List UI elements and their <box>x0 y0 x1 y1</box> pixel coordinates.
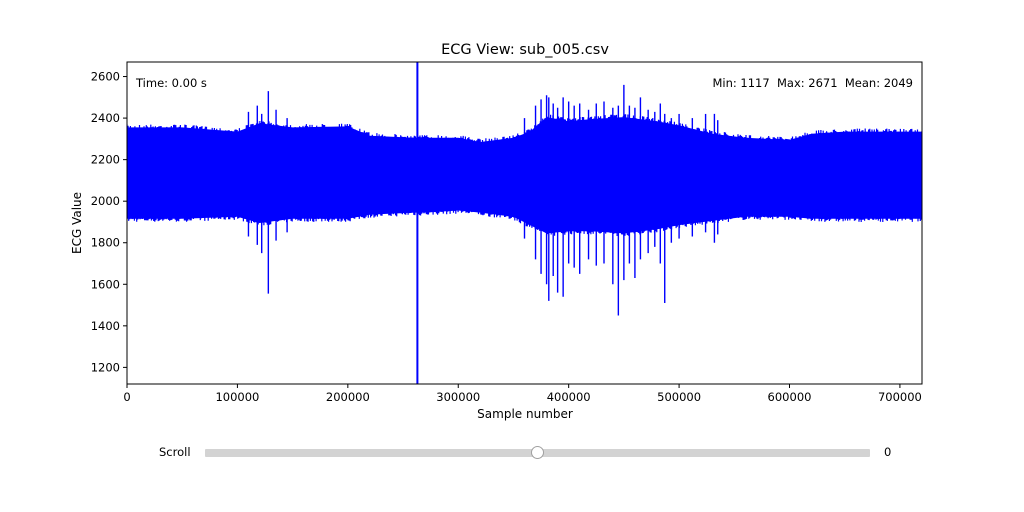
y-tick-label: 1400 <box>91 319 120 333</box>
chart-title: ECG View: sub_005.csv <box>441 42 609 58</box>
y-tick-label: 1600 <box>91 277 120 291</box>
x-tick-label: 100000 <box>215 390 259 404</box>
scroll-slider-label: Scroll <box>159 445 191 459</box>
x-tick-label: 700000 <box>878 390 922 404</box>
y-axis: 1200 1400 1600 1800 2000 2200 2400 2600 <box>91 70 127 374</box>
y-tick-label: 2000 <box>91 194 120 208</box>
time-annotation: Time: 0.00 s <box>135 76 207 90</box>
stats-annotation: Min: 1117 Max: 2671 Mean: 2049 <box>712 76 913 90</box>
y-tick-label: 1800 <box>91 236 120 250</box>
x-tick-label: 0 <box>123 390 130 404</box>
y-tick-label: 2400 <box>91 111 120 125</box>
y-tick-label: 2600 <box>91 70 120 84</box>
x-tick-label: 500000 <box>657 390 701 404</box>
plot-area <box>126 61 923 385</box>
y-axis-label: ECG Value <box>70 192 84 254</box>
x-tick-label: 600000 <box>768 390 812 404</box>
scroll-slider-value: 0 <box>884 445 892 459</box>
x-tick-label: 300000 <box>436 390 480 404</box>
x-axis: 0 100000 200000 300000 400000 500000 600000 700… <box>123 384 922 404</box>
y-tick-label: 1200 <box>91 360 120 374</box>
y-tick-label: 2200 <box>91 153 120 167</box>
ecg-series <box>127 62 922 384</box>
scroll-slider-handle[interactable] <box>531 446 544 459</box>
x-axis-label: Sample number <box>477 407 573 421</box>
scroll-slider-track[interactable] <box>205 446 870 459</box>
x-tick-label: 400000 <box>547 390 591 404</box>
plot-frame <box>126 61 923 385</box>
x-tick-label: 200000 <box>326 390 370 404</box>
